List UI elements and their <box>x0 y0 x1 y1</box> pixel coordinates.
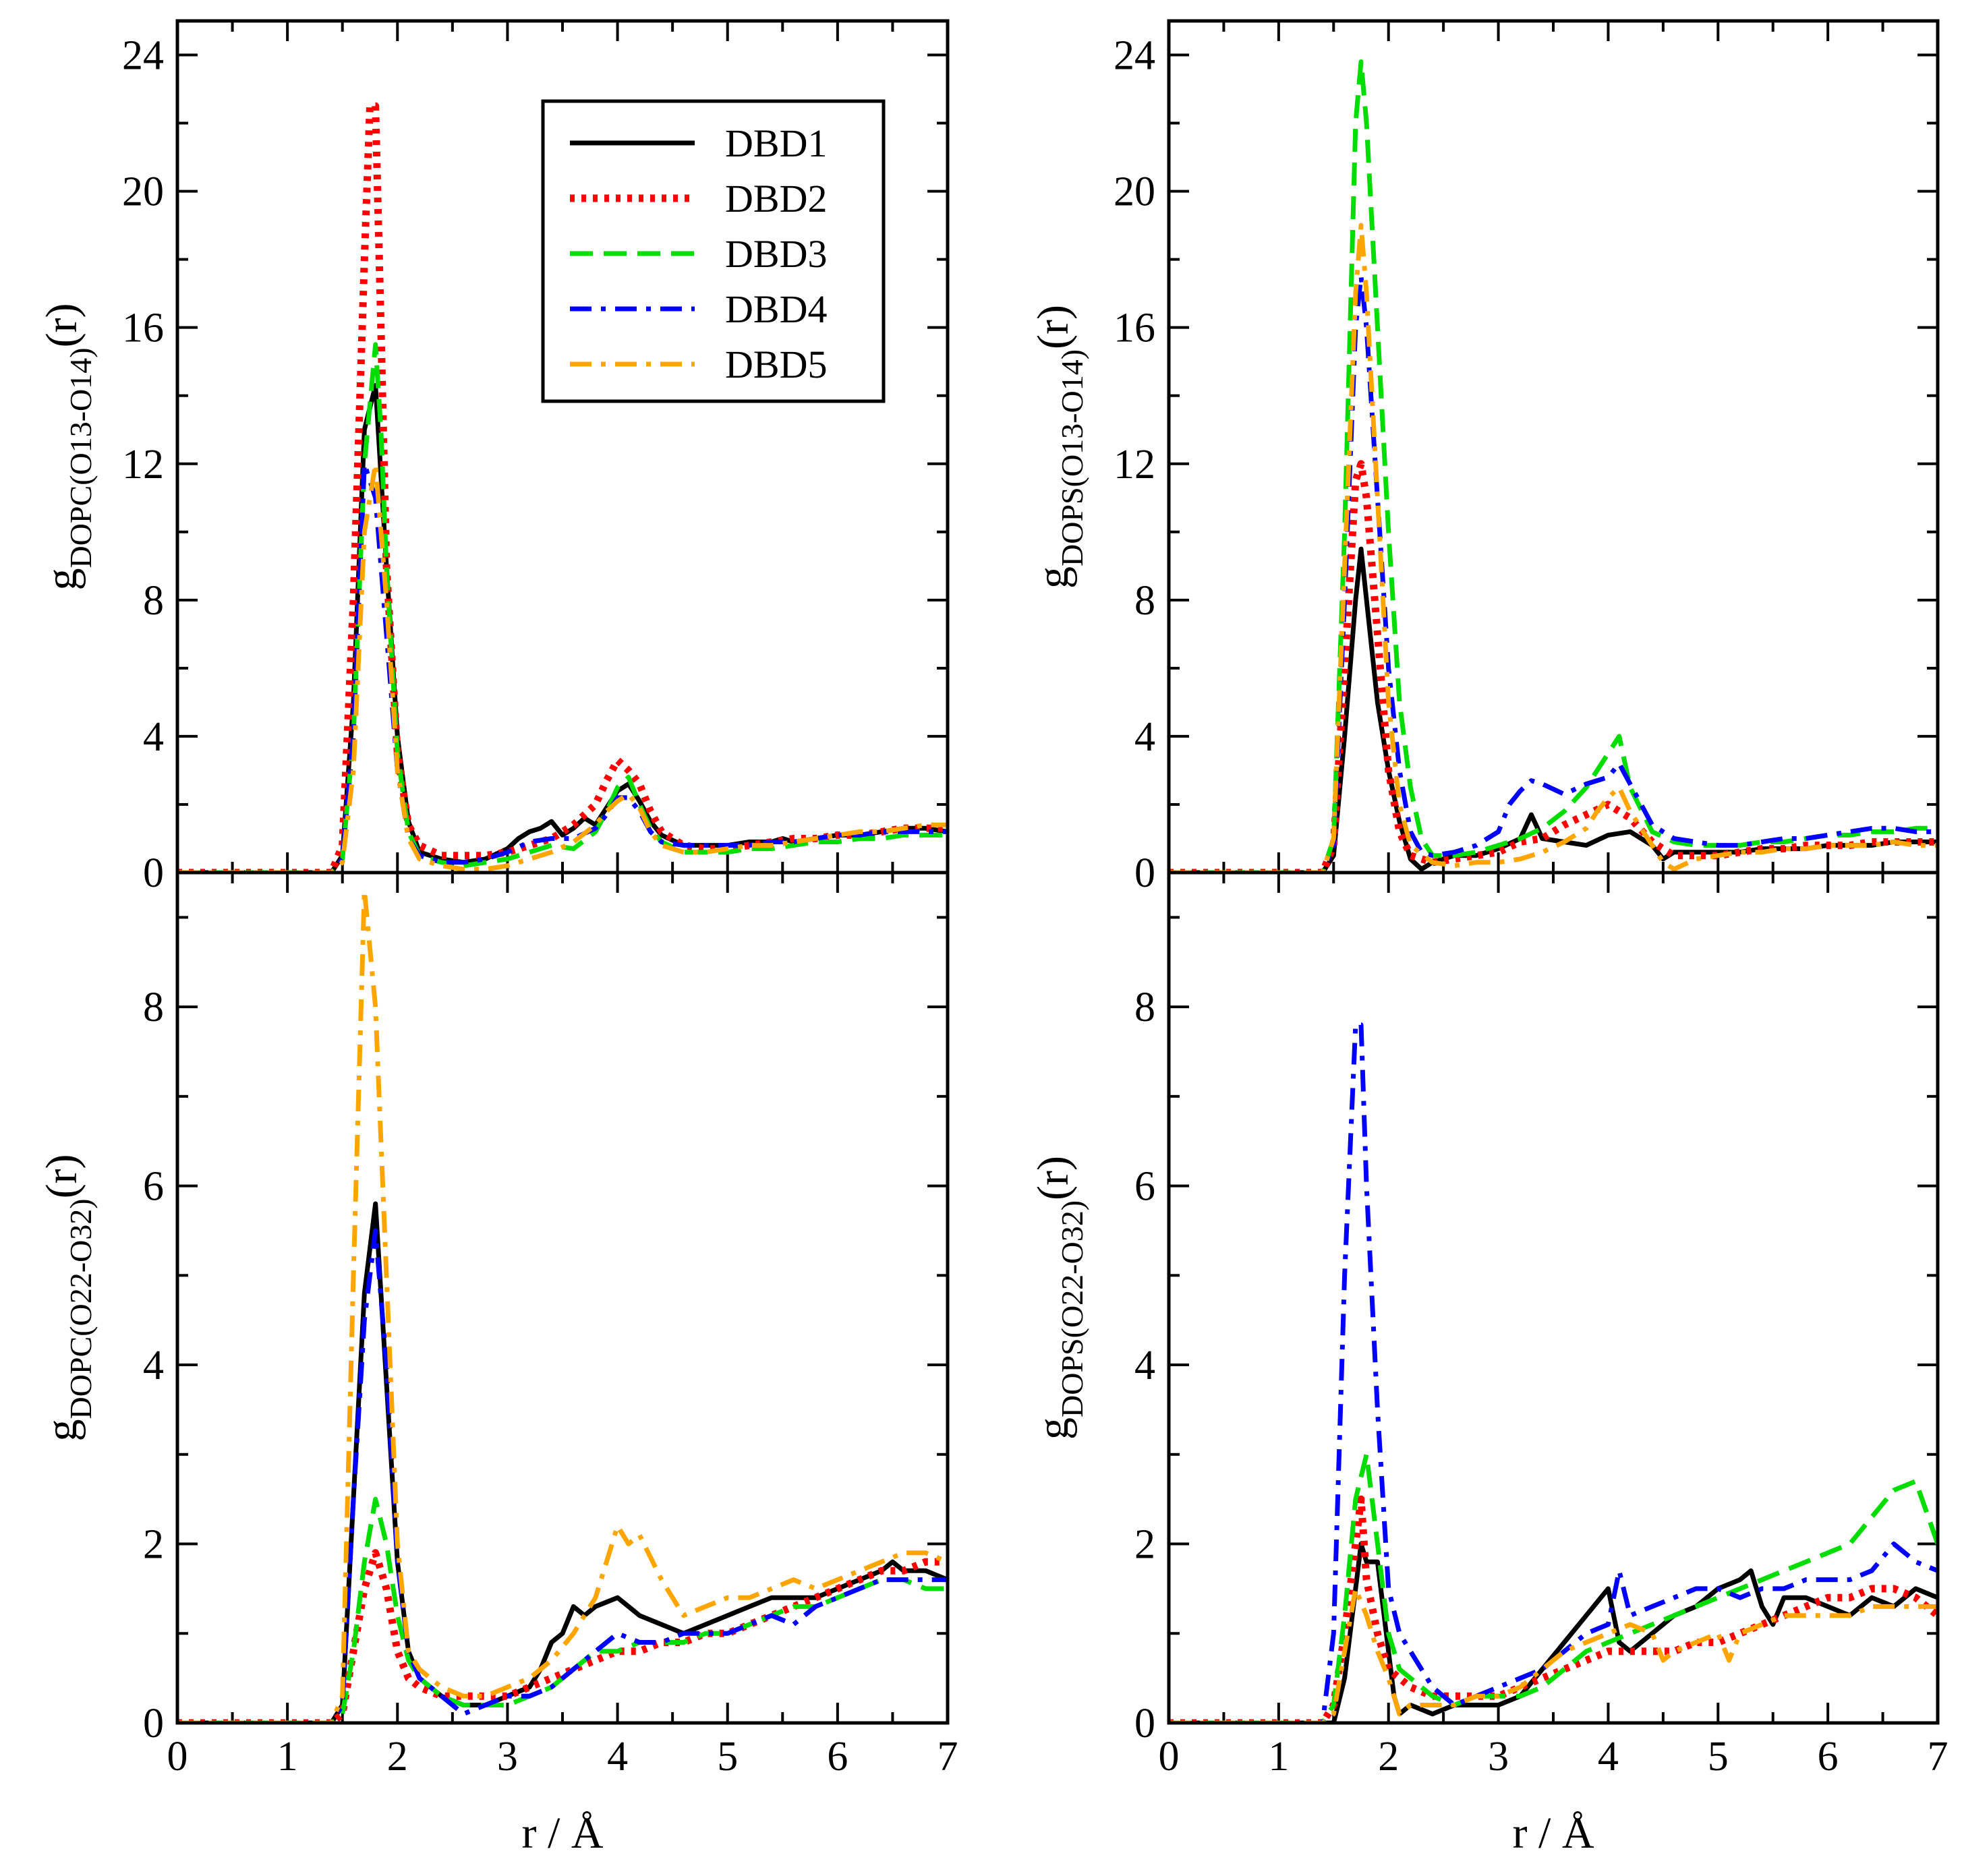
series-line-dbd2 <box>1169 460 1938 873</box>
series-line-dbd4 <box>1169 274 1938 873</box>
series-line-dbd3 <box>177 342 948 873</box>
series-line-dbd5 <box>1169 1586 1938 1723</box>
panel-dopc-o22-o32: 0 2 4 6 8 0 1 2 3 4 5 6 7 r / Å gDOPC(O22-O32)(r) <box>37 871 958 1858</box>
x-tick-label: 1 <box>277 1734 298 1780</box>
y-tick-label: 20 <box>122 169 164 215</box>
y-tick-label: 2 <box>143 1522 164 1568</box>
y-tick-label: 6 <box>143 1164 164 1210</box>
y-axis-title: gDOPC(O13-O14)(r) <box>37 303 98 590</box>
panel-dops-o22-o32: 0 2 4 6 8 0 1 2 3 4 5 6 7 r / Å gDOPS(O22-O32)(r) <box>1029 871 1949 1858</box>
y-tick-label: 0 <box>143 850 164 896</box>
y-tick-label: 8 <box>143 578 164 624</box>
plot-frame <box>1167 19 1940 875</box>
y-tick-label: 0 <box>1134 850 1155 896</box>
series-line-dbd1 <box>1169 546 1938 873</box>
y-tick-label: 12 <box>1114 442 1155 488</box>
x-tick-label: 7 <box>1928 1734 1949 1780</box>
x-tick-label: 5 <box>1708 1734 1729 1780</box>
y-tick-label: 20 <box>1114 169 1155 215</box>
series-line-dbd3 <box>1169 1452 1938 1723</box>
x-tick-label: 5 <box>717 1734 738 1780</box>
series-line-dbd4 <box>177 461 948 873</box>
x-tick-label: 0 <box>167 1734 188 1780</box>
y-tick-label: 16 <box>122 305 164 351</box>
x-tick-label: 2 <box>1378 1734 1399 1780</box>
x-tick-label: 3 <box>497 1734 518 1780</box>
panel-dops-o13-o14: 0 4 8 12 16 20 24 gDOPS(O13-O14)(r) <box>1029 19 1940 896</box>
y-tick-label: 4 <box>1134 714 1155 760</box>
series-line-dbd3 <box>177 1496 948 1723</box>
legend: DBD1 DBD2 DBD3 DBD4 DBD5 <box>541 99 886 403</box>
legend-label-dbd5: DBD5 <box>725 343 827 386</box>
panel-dopc-o13-o14: 0 4 8 12 16 20 24 gDOPC(O13-O14)(r) DBD1 DBD2 DBD3… <box>37 19 950 896</box>
x-tick-label: 3 <box>1488 1734 1509 1780</box>
y-tick-label: 4 <box>143 1343 164 1388</box>
y-tick-label: 0 <box>1134 1701 1155 1747</box>
plot-frame <box>175 871 950 1725</box>
y-tick-label: 12 <box>122 442 164 488</box>
y-tick-label: 6 <box>1134 1164 1155 1210</box>
y-tick-label: 24 <box>1114 33 1155 79</box>
series-line-dbd5 <box>177 888 948 1723</box>
y-axis-title: gDOPS(O22-O32)(r) <box>1029 1156 1089 1440</box>
x-tick-label: 6 <box>827 1734 848 1780</box>
series-line-dbd5 <box>177 461 948 873</box>
legend-label-dbd3: DBD3 <box>725 232 827 276</box>
x-tick-label: 4 <box>607 1734 628 1780</box>
y-tick-label: 4 <box>1134 1343 1155 1388</box>
legend-label-dbd1: DBD1 <box>725 121 827 165</box>
y-tick-label: 4 <box>143 714 164 760</box>
series-line-dbd5 <box>1169 223 1938 873</box>
y-tick-label: 8 <box>143 985 164 1030</box>
series-line-dbd3 <box>1169 59 1938 873</box>
x-tick-label: 4 <box>1598 1734 1619 1780</box>
x-tick-label: 0 <box>1159 1734 1180 1780</box>
y-axis-title: gDOPS(O13-O14)(r) <box>1029 305 1089 589</box>
series-line-dbd1 <box>177 383 948 873</box>
legend-label-dbd2: DBD2 <box>725 177 827 221</box>
x-tick-label: 6 <box>1818 1734 1839 1780</box>
y-axis-title: gDOPC(O22-O32)(r) <box>37 1154 98 1441</box>
x-tick-label: 7 <box>937 1734 958 1780</box>
x-axis-title: r / Å <box>522 1809 604 1858</box>
series-line-dbd1 <box>1169 1542 1938 1723</box>
plot-frame <box>1167 871 1940 1725</box>
y-tick-label: 24 <box>122 33 164 79</box>
series-line-dbd2 <box>177 1549 948 1723</box>
legend-label-dbd4: DBD4 <box>725 287 827 331</box>
series-line-dbd1 <box>177 1201 948 1723</box>
x-tick-label: 1 <box>1268 1734 1289 1780</box>
series-line-dbd2 <box>1169 1495 1938 1723</box>
y-tick-label: 0 <box>143 1701 164 1747</box>
x-tick-label: 2 <box>387 1734 408 1780</box>
y-tick-label: 16 <box>1114 305 1155 351</box>
y-tick-label: 2 <box>1134 1522 1155 1568</box>
legend-box <box>541 99 886 403</box>
y-tick-label: 8 <box>1134 985 1155 1030</box>
series-line-dbd4 <box>177 1228 948 1723</box>
x-axis-title: r / Å <box>1513 1809 1594 1858</box>
series-line-dbd4 <box>1169 1022 1938 1723</box>
y-tick-label: 8 <box>1134 578 1155 624</box>
